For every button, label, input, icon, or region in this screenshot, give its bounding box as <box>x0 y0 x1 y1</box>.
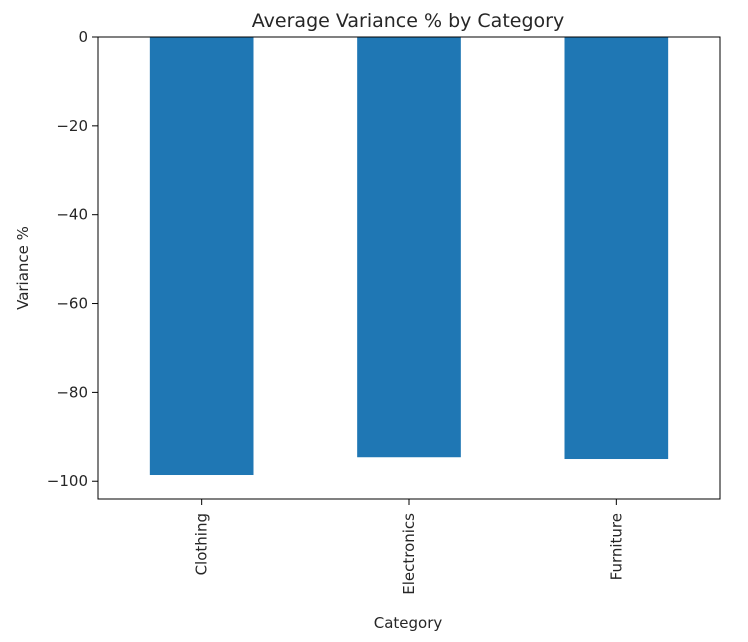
y-axis-ticks: 0 −20 −40 −60 −80 −100 <box>47 28 98 490</box>
y-tick-label: 0 <box>78 28 88 46</box>
chart-title: Average Variance % by Category <box>252 10 564 32</box>
y-axis-label: Variance % <box>14 226 32 310</box>
x-axis-label: Category <box>374 614 443 632</box>
y-tick-label: −20 <box>56 117 88 135</box>
bar-electronics <box>357 37 461 458</box>
plot-area-frame <box>97 36 721 500</box>
x-tick-label-furniture: Furniture <box>607 513 625 580</box>
x-tick-label-clothing: Clothing <box>193 513 211 575</box>
y-tick-label: −40 <box>56 206 88 224</box>
bar-furniture <box>564 37 669 460</box>
bar-clothing <box>149 37 254 476</box>
y-tick-label: −100 <box>47 472 88 490</box>
x-axis-ticks: Clothing Electronics Furniture <box>193 499 625 595</box>
y-tick-label: −80 <box>56 383 88 401</box>
bars-group <box>149 37 669 476</box>
x-tick-label-electronics: Electronics <box>400 513 418 595</box>
y-tick-label: −60 <box>56 295 88 313</box>
